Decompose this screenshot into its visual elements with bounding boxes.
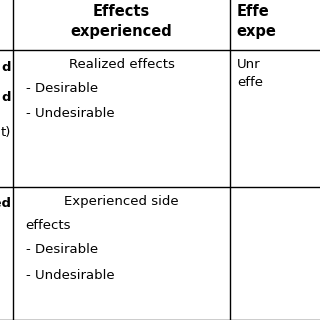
Text: Unr
effe: Unr effe — [237, 58, 263, 89]
Text: t): t) — [1, 126, 11, 140]
Text: Realized effects: Realized effects — [69, 58, 174, 71]
Text: - Desirable: - Desirable — [26, 82, 98, 95]
Text: Effe
expe: Effe expe — [237, 4, 277, 39]
Text: - Desirable: - Desirable — [26, 243, 98, 256]
Text: Effects
experienced: Effects experienced — [71, 4, 172, 39]
Text: effects: effects — [26, 219, 71, 232]
Text: d: d — [2, 61, 11, 74]
Text: ded: ded — [0, 197, 11, 210]
Text: - Undesirable: - Undesirable — [26, 107, 114, 120]
Text: d: d — [2, 91, 11, 104]
Text: Experienced side: Experienced side — [64, 195, 179, 208]
Text: - Undesirable: - Undesirable — [26, 269, 114, 282]
